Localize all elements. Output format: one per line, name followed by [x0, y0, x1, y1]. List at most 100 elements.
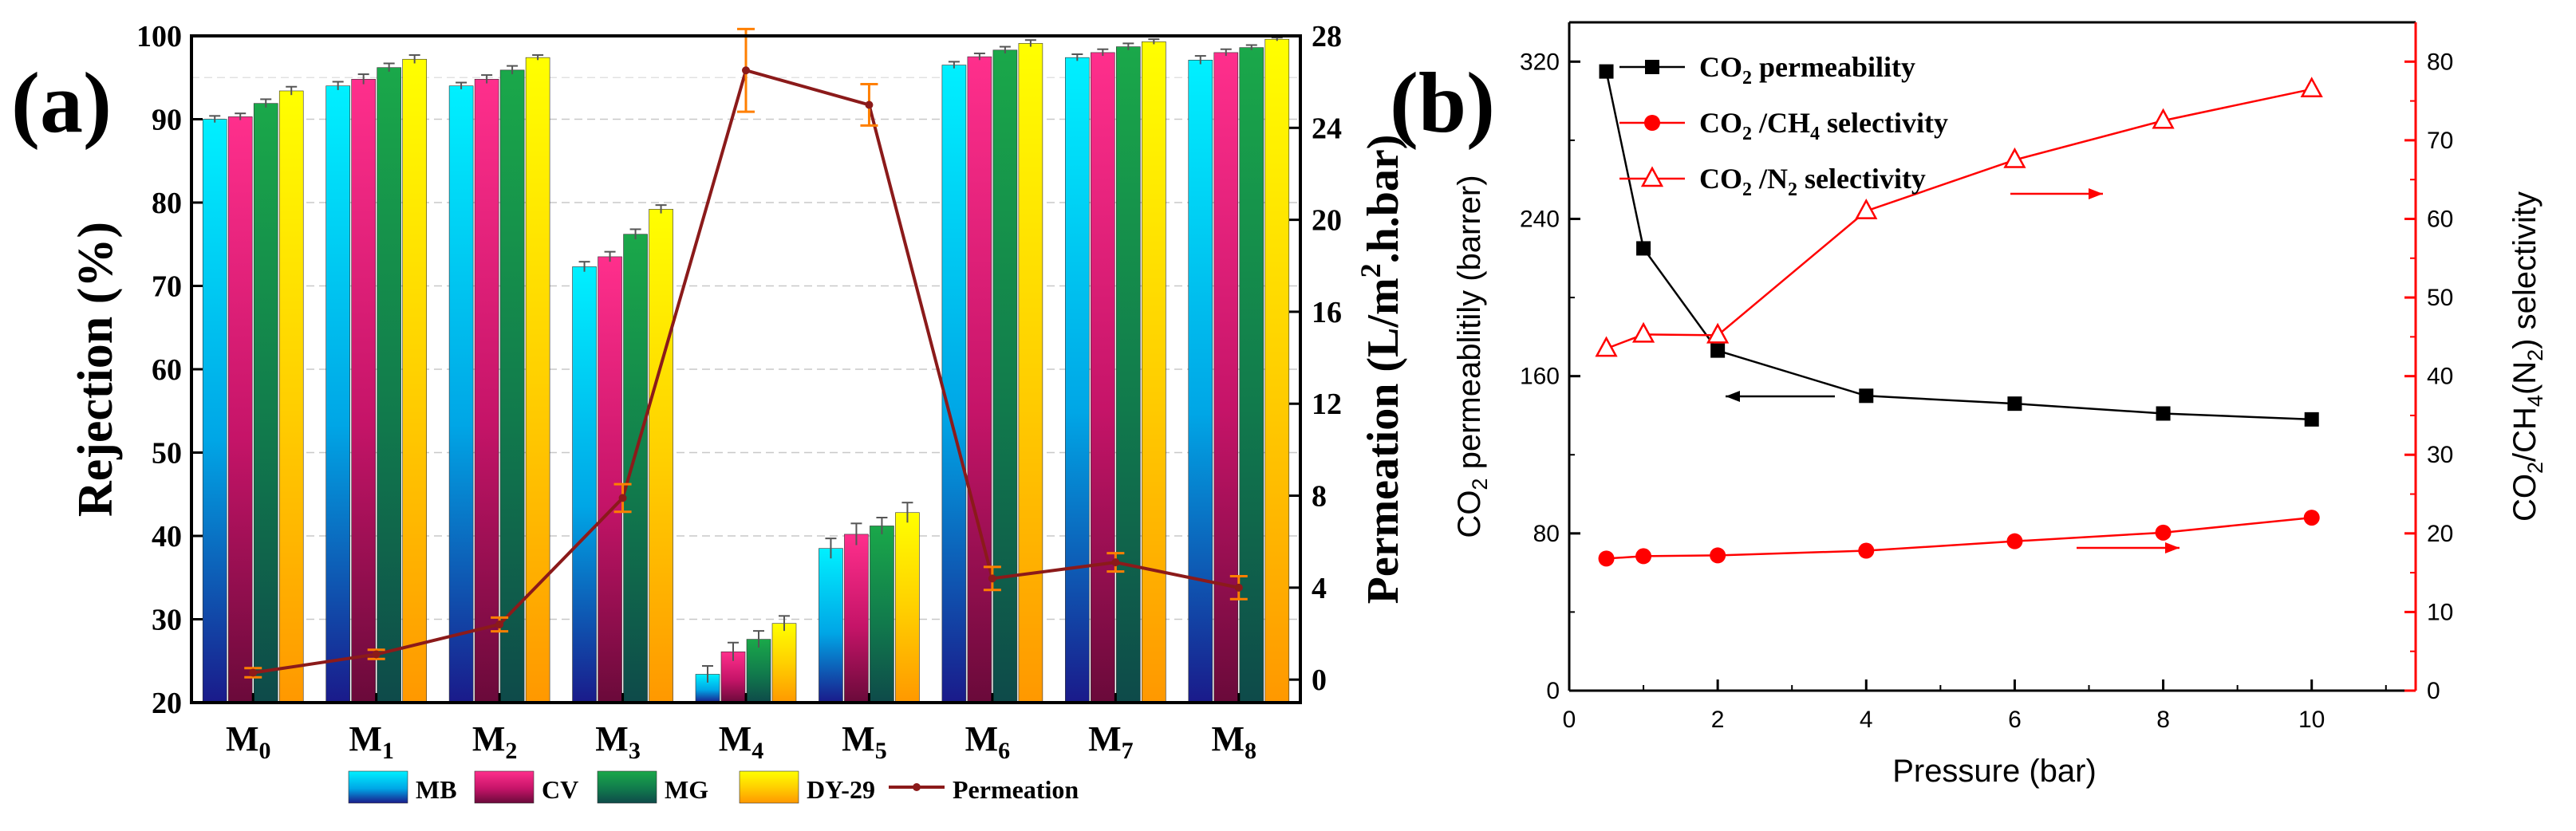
xtick-sub: 3 [629, 738, 641, 764]
panel-a-right-axis-ticks: 0 4 8 12 16 20 24 28 [1289, 20, 1342, 697]
legend-text: selectivity [1797, 163, 1926, 195]
legend-label: MB [416, 775, 457, 804]
panel-a-y2tick-label: 16 [1312, 296, 1342, 329]
bar-dy-29-3 [649, 209, 673, 703]
marker-circle [1598, 550, 1615, 567]
bar-cv-3 [598, 256, 622, 703]
panel-a-xtick-label: M2 [472, 719, 518, 764]
panel-a-y2label: Permeation (L/m2.h.bar) [1355, 135, 1408, 605]
panel-b-xtick-label: 6 [2008, 707, 2022, 733]
bar-mb-2 [448, 85, 474, 703]
bar-cv-5 [844, 534, 869, 703]
marker-open-triangle [1631, 321, 1655, 343]
panel-a-ylabel: Rejection (%) [69, 222, 123, 517]
marker-square [1599, 64, 1614, 79]
panel-a-y2label-main: Permeation (L/m [1359, 278, 1408, 604]
xtick-main: M [595, 719, 629, 758]
bar-mg-3 [623, 234, 648, 703]
xtick-sub: 8 [1245, 738, 1256, 764]
panel-a-xtick-label: M3 [595, 719, 641, 764]
panel-b-y2tick-label: 30 [2427, 442, 2453, 468]
legend-label: MG [665, 775, 708, 804]
panel-b-ylabel-co: CO [1452, 490, 1487, 538]
y2l-4: (N [2507, 361, 2542, 395]
panel-b-xtick-label: 4 [1860, 707, 1873, 733]
legend-swatch [348, 770, 408, 804]
legend-sub: 2 [1742, 124, 1752, 144]
panel-b-y2tick-label: 40 [2427, 364, 2453, 390]
panel-a-gridlines [191, 77, 1300, 620]
panel-a-y2label-rest: .h.bar) [1359, 135, 1408, 264]
panel-a-y2tick-label: 8 [1312, 480, 1327, 514]
marker-circle [2006, 533, 2023, 549]
bar-cv-1 [351, 79, 376, 703]
permeation-point [865, 100, 874, 109]
marker-open-triangle [2152, 108, 2175, 129]
legend-swatch [474, 770, 535, 804]
bar-cv-8 [1213, 52, 1239, 703]
panel-a-ytick-label: 90 [152, 104, 182, 137]
panel-a-y2tick-label: 12 [1312, 388, 1342, 421]
panel-b-legend-label: CO2 /CH4 selectivity [1699, 107, 1948, 144]
bar-mg-6 [992, 49, 1018, 703]
panel-a-ytick-label: 30 [152, 604, 182, 637]
panel-b-y2tick-label: 70 [2427, 128, 2453, 154]
panel-a-bars [202, 38, 1290, 703]
panel-b-x-axis-ticks: 0 2 4 6 8 10 [1563, 679, 2387, 733]
legend-text: CO [1699, 163, 1742, 195]
bar-dy-29-7 [1142, 41, 1166, 703]
permeation-point [988, 574, 996, 583]
marker-square [1710, 343, 1726, 358]
panel-a-y2label-sup: 2 [1355, 263, 1387, 278]
y2l-3: 4 [2523, 395, 2547, 407]
panel-a-label: (a) [11, 56, 112, 151]
panel-a-y2tick-label: 28 [1312, 20, 1342, 53]
panel-b-ytick-label: 240 [1520, 206, 1560, 232]
panel-a-xtick-label: M0 [226, 719, 271, 764]
panel-b-ylabel-rest: permeablitily (barrer) [1452, 175, 1487, 478]
bar-mb-0 [202, 119, 227, 703]
bar-dy-29-5 [895, 512, 920, 703]
axis-arrow-head [2089, 188, 2103, 199]
panel-a-left-axis-ticks: 20 30 40 50 60 70 80 90 100 [136, 20, 203, 720]
xtick-sub: 6 [998, 738, 1010, 764]
bar-mg-5 [870, 526, 894, 703]
legend-text: CO [1699, 51, 1742, 83]
panel-b-y2tick-label: 80 [2427, 49, 2453, 75]
marker-square [1859, 388, 1874, 404]
panel-b-series-lines [1605, 71, 2312, 560]
legend-sub: 2 [1788, 179, 1797, 200]
panel-b-ytick-label: 160 [1520, 364, 1560, 390]
panel-b-y2label: CO2/CH4(N2) selectivity [2507, 191, 2547, 522]
y2l-2: /CH [2507, 407, 2542, 462]
panel-a-permeation-line [244, 27, 1248, 679]
y2l-6: ) selectivity [2507, 191, 2542, 349]
marker-circle [1858, 542, 1875, 559]
permeation-point [372, 650, 381, 659]
xtick-main: M [1212, 719, 1245, 758]
bar-dy-29-4 [771, 623, 797, 703]
panel-b-legend-label: CO2 /N2 selectivity [1699, 163, 1926, 200]
bar-mb-1 [325, 85, 350, 703]
legend-permeation-marker [913, 783, 921, 791]
marker-open-triangle [2003, 147, 2026, 168]
panel-b-label: (b) [1390, 56, 1495, 151]
panel-a-ytick-label: 20 [152, 687, 182, 720]
panel-a-x-axis-ticks: M0 M1 M2 M3 M4 M5 M6 M7 M8 [226, 693, 1256, 764]
marker-square [1636, 241, 1651, 256]
panel-b-ytick-label: 80 [1533, 521, 1560, 547]
panel-a-legend: MB CV MG DY-29 Permeation [348, 770, 1079, 804]
bar-cv-6 [967, 56, 992, 703]
bar-mg-7 [1116, 46, 1141, 703]
legend-text: selectivity [1820, 107, 1948, 139]
bar-mg-1 [377, 67, 401, 703]
panel-b-y2tick-label: 50 [2427, 285, 2453, 311]
bar-dy-29-6 [1018, 43, 1043, 703]
panel-a-y2tick-label: 4 [1312, 572, 1327, 605]
marker-open-triangle [1595, 336, 1618, 357]
marker-circle [2155, 524, 2172, 541]
legend-swatch [597, 770, 657, 804]
panel-b-y2tick-label: 60 [2427, 206, 2453, 232]
